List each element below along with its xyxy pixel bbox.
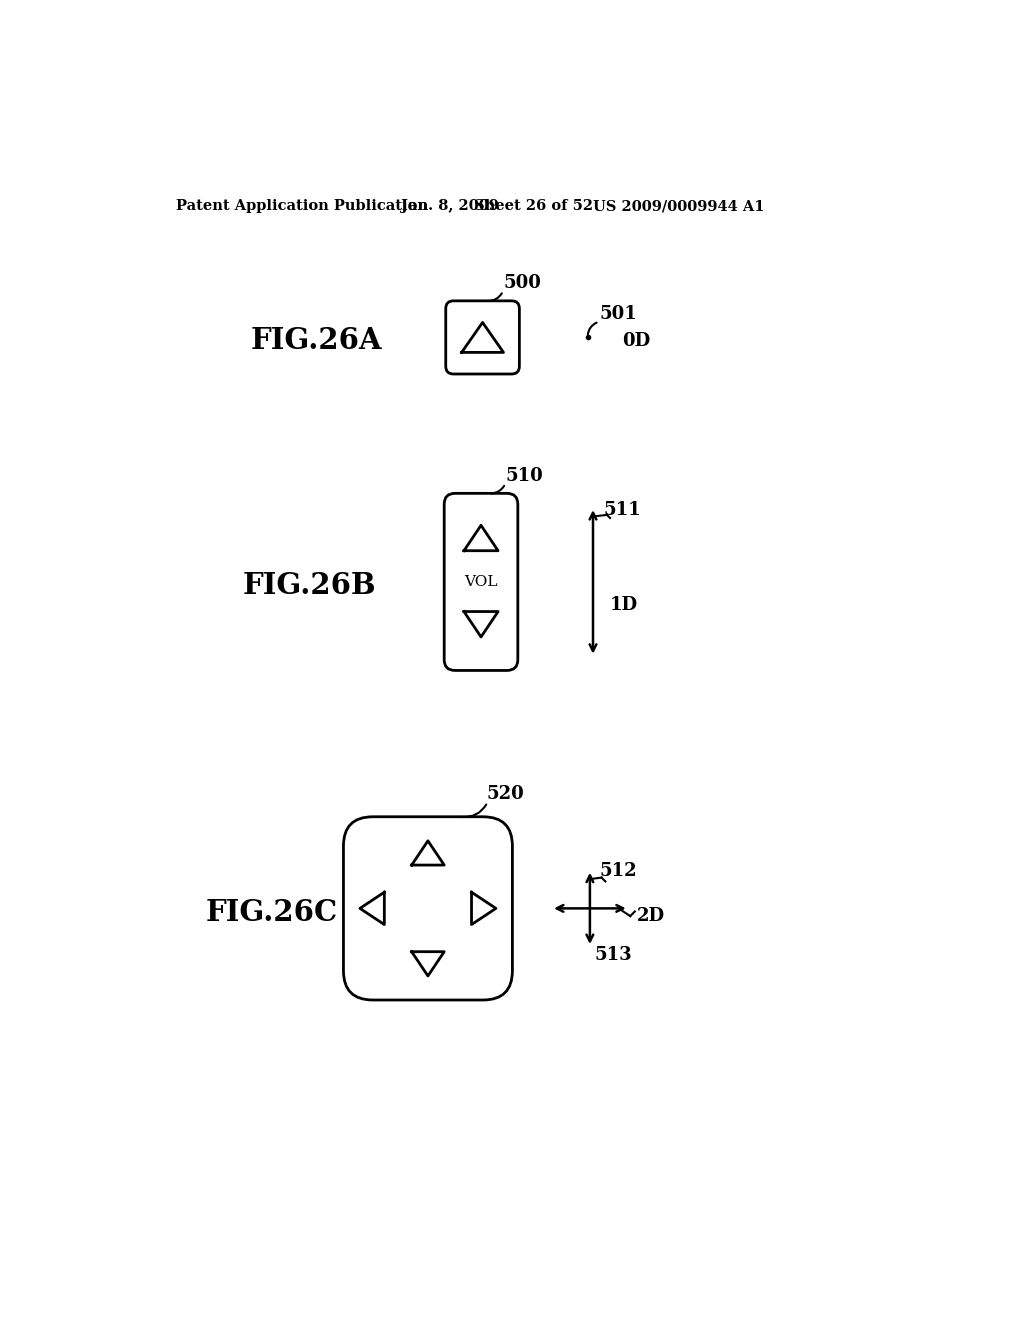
Text: 510: 510 — [506, 467, 543, 484]
Text: FIG.26A: FIG.26A — [251, 326, 382, 355]
Text: 520: 520 — [486, 785, 524, 804]
Text: Jan. 8, 2009: Jan. 8, 2009 — [400, 199, 499, 213]
Text: 512: 512 — [599, 862, 637, 880]
Text: 513: 513 — [595, 945, 632, 964]
Text: Sheet 26 of 52: Sheet 26 of 52 — [474, 199, 594, 213]
FancyBboxPatch shape — [445, 301, 519, 374]
Text: VOL: VOL — [464, 576, 498, 589]
Text: 501: 501 — [599, 305, 637, 323]
Text: US 2009/0009944 A1: US 2009/0009944 A1 — [593, 199, 765, 213]
Text: 2D: 2D — [636, 907, 665, 925]
FancyBboxPatch shape — [343, 817, 512, 1001]
Text: 1D: 1D — [610, 597, 638, 614]
Text: 0D: 0D — [623, 331, 650, 350]
Text: FIG.26B: FIG.26B — [243, 572, 377, 601]
Text: 511: 511 — [604, 500, 641, 519]
Text: FIG.26C: FIG.26C — [206, 898, 338, 927]
Text: Patent Application Publication: Patent Application Publication — [176, 199, 428, 213]
FancyBboxPatch shape — [444, 494, 518, 671]
Text: 500: 500 — [503, 275, 541, 292]
